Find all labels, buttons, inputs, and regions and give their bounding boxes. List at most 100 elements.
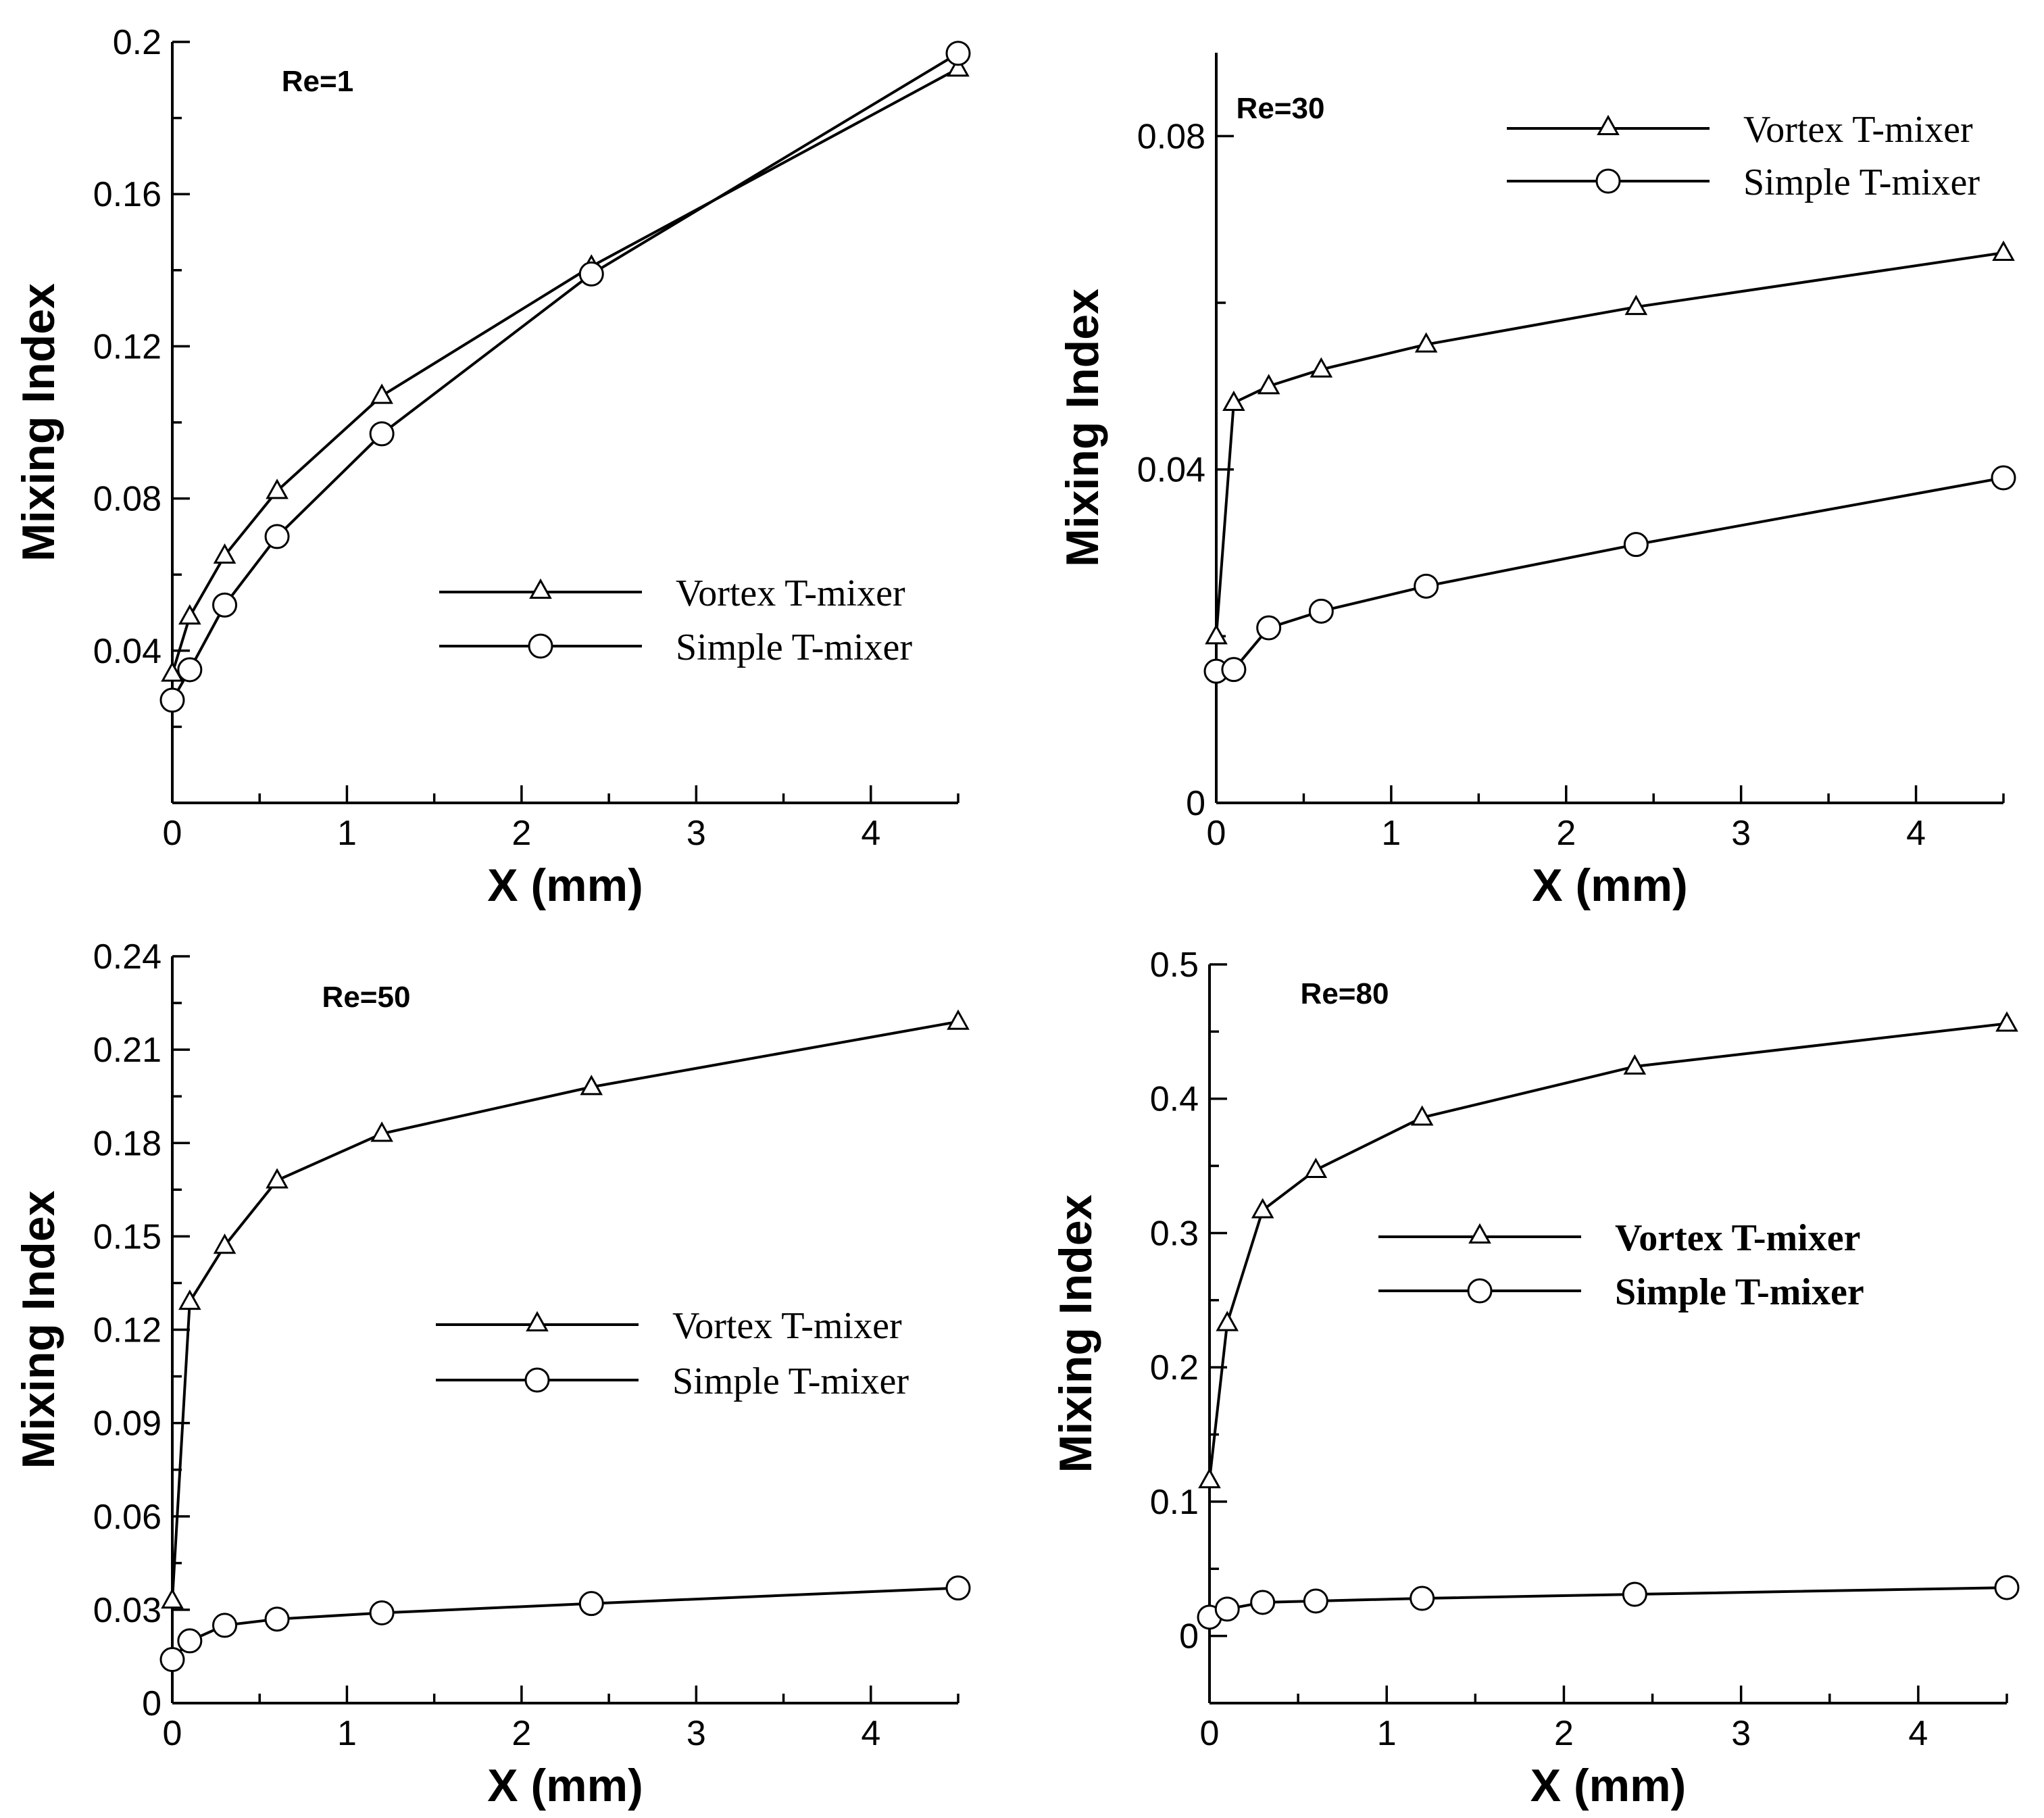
y-tick-label: 0 [1179,1617,1199,1656]
y-axis-title: Mixing Index [13,1190,64,1469]
x-tick-label: 4 [1906,814,1926,853]
legend-marker [528,633,553,659]
simple-data-point [1303,1588,1328,1614]
y-tick-label: 0.2 [113,23,161,62]
legend-label: Vortex T-mixer [672,1305,902,1347]
y-tick-label: 0.06 [93,1498,161,1537]
vortex-data-point [1216,1310,1239,1331]
legend-label: Simple T-mixer [672,1360,909,1402]
vortex-data-point [1623,1054,1647,1075]
legend-label: Vortex T-mixer [1615,1217,1860,1259]
y-tick-label: 0.04 [93,632,161,671]
simple-data-point [1221,657,1247,683]
simple-data-point [177,657,203,683]
y-axis-title: Mixing Index [13,283,64,562]
vortex-data-point [370,383,393,404]
vortex-data-point [1251,1198,1274,1219]
vortex-data-point [266,1168,289,1189]
simple-data-point [212,1613,238,1638]
legend-label: Vortex T-mixer [1743,109,1973,151]
x-axis-title: X (mm) [487,860,643,911]
x-tick-label: 2 [1556,814,1576,853]
y-tick-label: 0.1 [1150,1483,1199,1522]
simple-data-point [1991,465,2016,491]
x-tick-label: 1 [337,814,357,853]
x-tick-label: 0 [163,814,182,853]
x-tick-label: 4 [861,814,880,853]
vortex-data-point [161,661,184,682]
simple-data-point [1622,1581,1647,1607]
x-axis-title: X (mm) [1532,860,1687,911]
y-tick-label: 0.03 [93,1591,161,1630]
series-line-simple [1209,1586,2008,1619]
x-tick-label: 4 [861,1714,880,1753]
y-tick-label: 0.09 [93,1404,161,1444]
panel-title: Re=50 [322,981,411,1014]
x-tick-label: 3 [687,814,706,853]
vortex-data-point [1205,624,1228,645]
simple-data-point [578,261,604,287]
vortex-data-point [161,1588,184,1609]
simple-data-point [369,1600,395,1625]
x-tick-label: 2 [512,1714,531,1753]
panel-title: Re=30 [1237,92,1325,125]
x-tick-label: 3 [1731,1714,1751,1753]
simple-data-point [177,1628,203,1654]
legend-marker [526,1310,549,1331]
simple-data-point [1214,1596,1240,1622]
vortex-data-point [947,56,970,77]
vortex-data-point [370,1121,393,1142]
x-tick-label: 1 [1381,814,1401,853]
simple-data-point [1250,1590,1276,1615]
y-tick-label: 0.4 [1150,1080,1199,1119]
legend: Vortex T-mixer Simple T-mixer [1378,1217,1864,1313]
vortex-data-point [1310,357,1333,378]
y-tick-label: 0.2 [1150,1348,1199,1387]
simple-data-point [945,1575,971,1601]
chart-re-80: 0 1 2 3 4 0 0.1 0.2 0.3 0.4 0.5 X (mm) Mixing Index R… [1050,945,2020,1811]
x-tick-label: 0 [1207,814,1226,853]
vortex-data-point [1257,374,1280,395]
simple-data-point [1410,1586,1435,1611]
y-tick-label: 0 [1186,784,1205,823]
vortex-data-point [1304,1157,1328,1179]
x-tick-label: 2 [512,814,531,853]
series-line-simple [171,1586,959,1661]
vortex-data-point [1198,1468,1221,1489]
vortex-data-point [1414,332,1438,353]
legend-label: Simple T-mixer [1615,1271,1864,1313]
simple-data-point [159,687,185,713]
vortex-data-point [266,478,289,499]
simple-data-point [1414,573,1439,599]
y-tick-label: 0 [142,1684,161,1723]
simple-data-point [264,524,290,549]
panel-title: Re=1 [282,65,353,98]
legend-marker [1595,168,1621,194]
simple-data-point [264,1606,290,1632]
legend-marker [524,1367,550,1393]
vortex-data-point [1624,295,1648,316]
simple-data-point [945,41,971,66]
series-line-vortex [1208,1022,2008,1481]
y-tick-label: 0.18 [93,1124,161,1163]
y-tick-label: 0.08 [93,480,161,519]
vortex-data-point [1222,390,1245,411]
simple-data-point [1256,615,1282,641]
y-tick-label: 0.08 [1137,117,1205,156]
x-tick-label: 1 [1377,1714,1397,1753]
y-axis-title: Mixing Index [1057,289,1108,567]
vortex-data-point [1992,240,2015,261]
y-tick-label: 0.21 [93,1031,161,1070]
y-tick-label: 0.12 [93,327,161,366]
simple-data-point [1623,532,1649,558]
series-line-simple [1216,476,2004,673]
x-tick-label: 1 [337,1714,357,1753]
x-axis-title: X (mm) [1530,1760,1686,1811]
vortex-data-point [178,604,201,625]
chart-re-1: 0 1 2 3 4 0.04 0.08 0.12 0.16 0.2 X (mm) Mixing Ind… [13,23,971,911]
legend: Vortex T-mixer Simple T-mixer [1507,109,1980,203]
simple-data-point [159,1647,185,1673]
y-tick-label: 0.24 [93,937,161,977]
legend-marker [1468,1223,1491,1244]
